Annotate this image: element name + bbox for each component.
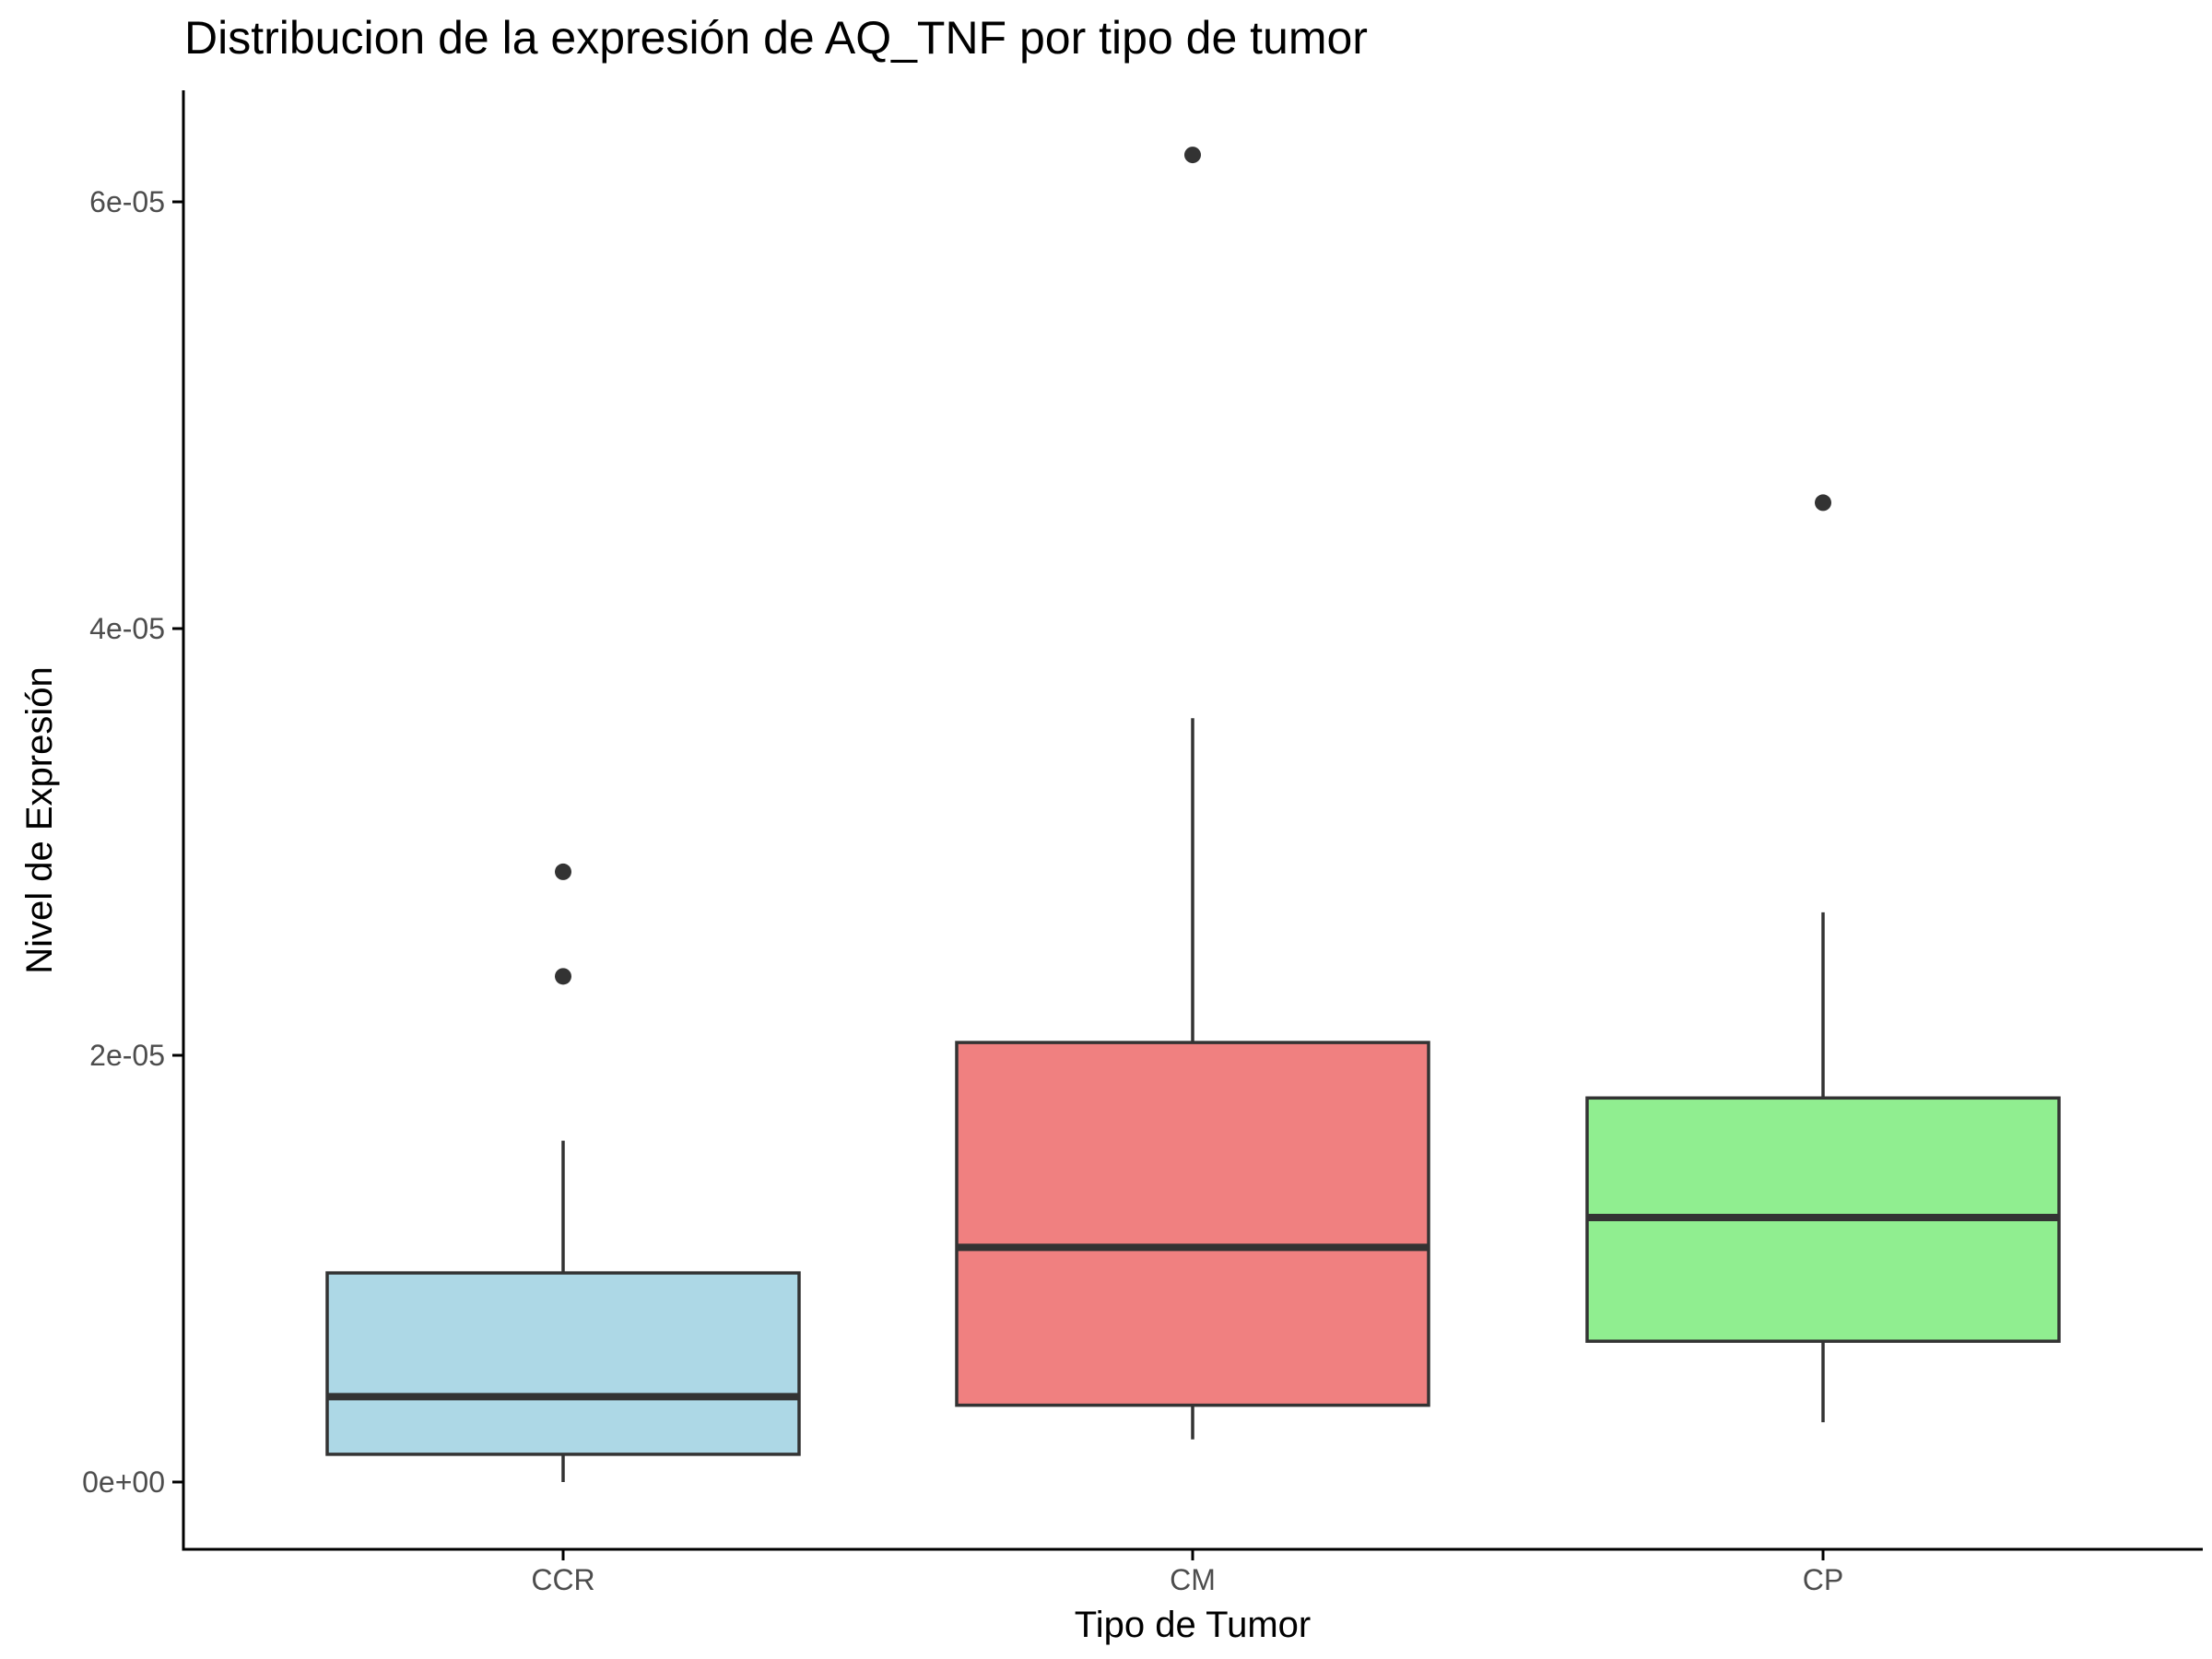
box-group-ccr [325,863,801,1482]
box-cm [955,1041,1430,1407]
y-axis-title: Nivel de Expresión [19,666,60,974]
y-tick-label-1: 0e+00 [82,1465,165,1499]
outlier-cm-1 [1184,147,1201,164]
box-group-cm [955,147,1430,1440]
outlier-ccr-1 [555,968,571,985]
x-axis-ticks: CCR CM CP [531,1549,1843,1596]
x-axis-title: Tipo de Tumor [1075,1605,1311,1645]
plot-area [325,147,2061,1482]
outlier-ccr-2 [555,863,571,880]
chart-title: Distribucion de la expresión de AQ_TNF p… [184,12,1368,64]
outlier-cp-1 [1815,494,1831,512]
y-tick-label-3: 4e-05 [89,612,165,645]
y-axis-ticks: 0e+00 2e-05 4e-05 6e-05 [82,185,183,1499]
box-ccr [325,1271,801,1456]
box-group-cp [1585,494,2061,1423]
x-tick-label-ccr: CCR [531,1563,594,1596]
x-tick-label-cm: CM [1170,1563,1216,1596]
y-tick-label-2: 2e-05 [89,1039,165,1072]
y-tick-label-4: 6e-05 [89,185,165,218]
x-tick-label-cp: CP [1803,1563,1843,1596]
